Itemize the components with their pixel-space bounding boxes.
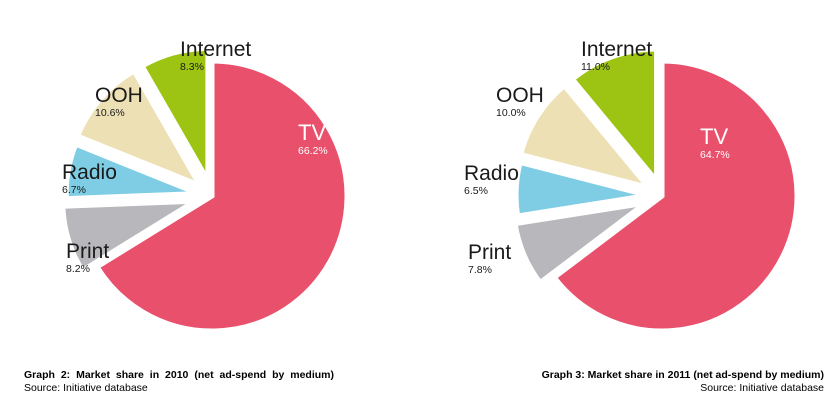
slice-value-radio: 6.7% — [62, 184, 86, 196]
caption-graph-3: Graph 3: Market share in 2011 (net ad-sp… — [542, 369, 824, 395]
pie-slice-radio — [513, 159, 649, 219]
pie-slice-ooh — [74, 67, 206, 191]
pie-slice-internet — [568, 46, 660, 188]
pie-slice-radio — [63, 140, 200, 202]
slice-value-ooh: 10.0% — [496, 107, 526, 119]
slice-label-radio: Radio — [62, 161, 117, 184]
slice-value-internet: 11.0% — [581, 61, 610, 73]
caption-title: Graph 2: Market share in 2010 (net ad-sp… — [24, 369, 334, 381]
caption-title: Graph 3: Market share in 2011 (net ad-sp… — [541, 369, 824, 381]
slice-value-print: 7.8% — [468, 264, 492, 276]
slice-label-ooh: OOH — [95, 84, 143, 107]
pie-slice-print — [512, 200, 647, 287]
slice-value-tv: 64.7% — [700, 149, 730, 161]
pie-slice-print — [60, 198, 205, 275]
slice-value-internet: 8.3% — [180, 61, 204, 73]
slice-label-tv: TV — [700, 124, 728, 149]
slice-label-ooh: OOH — [496, 84, 544, 107]
pie-slice-tv — [93, 58, 350, 334]
slice-value-tv: 66.2% — [298, 145, 328, 157]
slice-label-print: Print — [66, 240, 109, 263]
slice-value-radio: 6.5% — [464, 185, 488, 197]
slice-label-internet: Internet — [581, 38, 652, 61]
slice-label-print: Print — [468, 241, 511, 264]
pie-slice-ooh — [517, 82, 656, 192]
slice-label-internet: Internet — [180, 38, 251, 61]
caption-source: Source: Initiative database — [700, 382, 824, 394]
slice-label-radio: Radio — [464, 162, 519, 185]
slice-label-tv: TV — [298, 120, 326, 145]
pie-slice-internet — [138, 46, 211, 190]
caption-source: Source: Initiative database — [24, 382, 148, 394]
slice-value-ooh: 10.6% — [95, 107, 125, 119]
caption-graph-2: Graph 2: Market share in 2010 (net ad-sp… — [24, 369, 334, 395]
slice-value-print: 8.2% — [66, 263, 90, 275]
pie-slice-tv — [550, 58, 800, 334]
